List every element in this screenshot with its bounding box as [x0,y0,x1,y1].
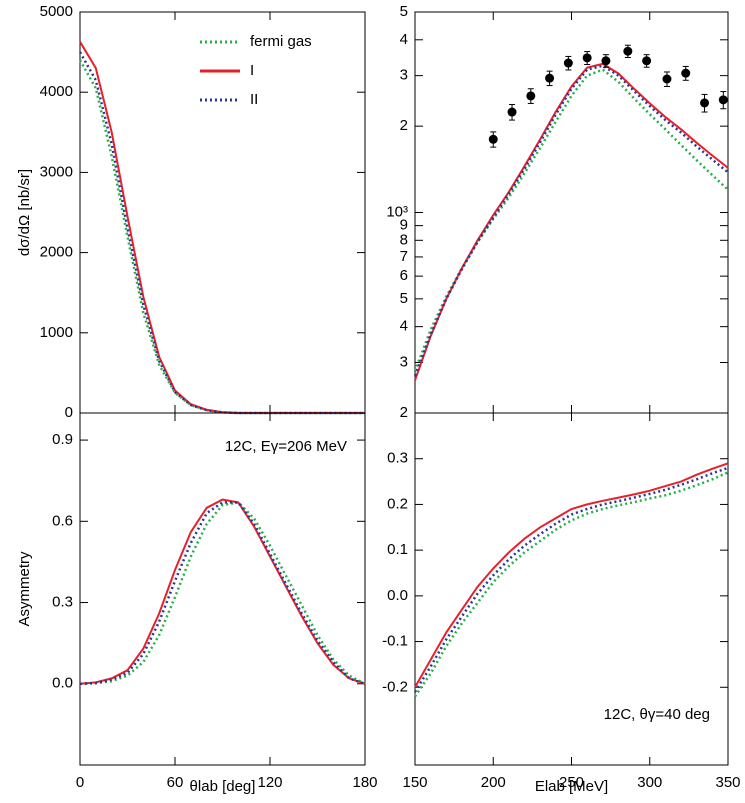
plot-frame [414,11,729,414]
x-tick-label: 300 [637,774,662,791]
y-tick-label: 6 [400,267,408,284]
series-line [413,471,729,698]
x-axis-label: θlab [deg] [190,778,256,795]
y-tick-label: 0.3 [387,450,408,467]
annotation: 12C, θγ=40 deg [604,706,710,723]
series-line [78,59,365,415]
y-axis-label: dσ/dΩ [nb/sr] [16,169,33,256]
data-point [526,91,536,101]
y-tick-label: 3 [400,353,408,370]
y-tick-label: 0 [65,404,73,421]
x-axis-label: Elab [MeV] [535,778,608,795]
data-point [563,58,573,68]
series-line [79,41,365,414]
series-line [79,501,366,686]
plot-frame [79,412,366,766]
y-tick-label: 0.1 [387,541,408,558]
data-point [700,98,710,108]
y-tick-label: 0.3 [52,594,73,611]
data-point [681,68,691,78]
x-tick-label: 120 [257,774,282,791]
series-line [414,462,729,688]
series-line [414,62,729,381]
y-tick-label: 0.0 [52,675,73,692]
series-line [413,64,729,377]
legend-label: II [250,91,258,108]
x-tick-label: 180 [352,774,377,791]
y-tick-label: 10³ [386,203,408,220]
y-tick-label: 5 [400,3,408,20]
x-tick-label: 0 [76,774,84,791]
y-tick-label: 1000 [40,324,73,341]
series-line [79,498,366,685]
y-tick-label: 5000 [40,3,73,20]
y-tick-label: 4 [400,31,408,48]
data-point [662,74,672,84]
y-tick-label: 5 [400,290,408,307]
y-tick-label: 8 [400,231,408,248]
y-tick-label: 2000 [40,244,73,261]
legend-label: fermi gas [250,33,312,50]
y-tick-label: 0.0 [387,587,408,604]
y-tick-label: 0.2 [387,495,408,512]
y-tick-label: 0.9 [52,431,73,448]
series-line [413,466,729,693]
x-tick-label: 150 [402,774,427,791]
x-tick-label: 250 [559,774,584,791]
y-tick-label: 9 [400,217,408,234]
y-tick-label: -0.2 [382,678,408,695]
y-tick-label: 2 [400,117,408,134]
data-point [642,56,652,66]
y-tick-label: 2 [400,404,408,421]
x-tick-label: 350 [715,774,740,791]
data-point [507,107,517,117]
data-point [601,56,611,66]
annotation: 12C, Eγ=206 MeV [225,438,347,455]
y-tick-label: 7 [400,248,408,265]
data-point [488,134,498,144]
y-tick-label: 0.6 [52,512,73,529]
data-point [582,53,592,63]
series-line [78,51,365,415]
y-tick-label: 4000 [40,83,73,100]
y-tick-label: 4 [400,318,408,335]
data-point [718,95,728,105]
series-line [79,501,366,686]
data-point [623,46,633,56]
y-tick-label: 3000 [40,163,73,180]
x-tick-label: 200 [481,774,506,791]
data-point [545,73,555,83]
x-tick-label: 60 [167,774,184,791]
series-line [413,68,729,372]
y-axis-label: Asymmetry [16,551,33,627]
y-tick-label: 3 [400,67,408,84]
legend-label: I [250,62,254,79]
y-tick-label: -0.1 [382,633,408,650]
